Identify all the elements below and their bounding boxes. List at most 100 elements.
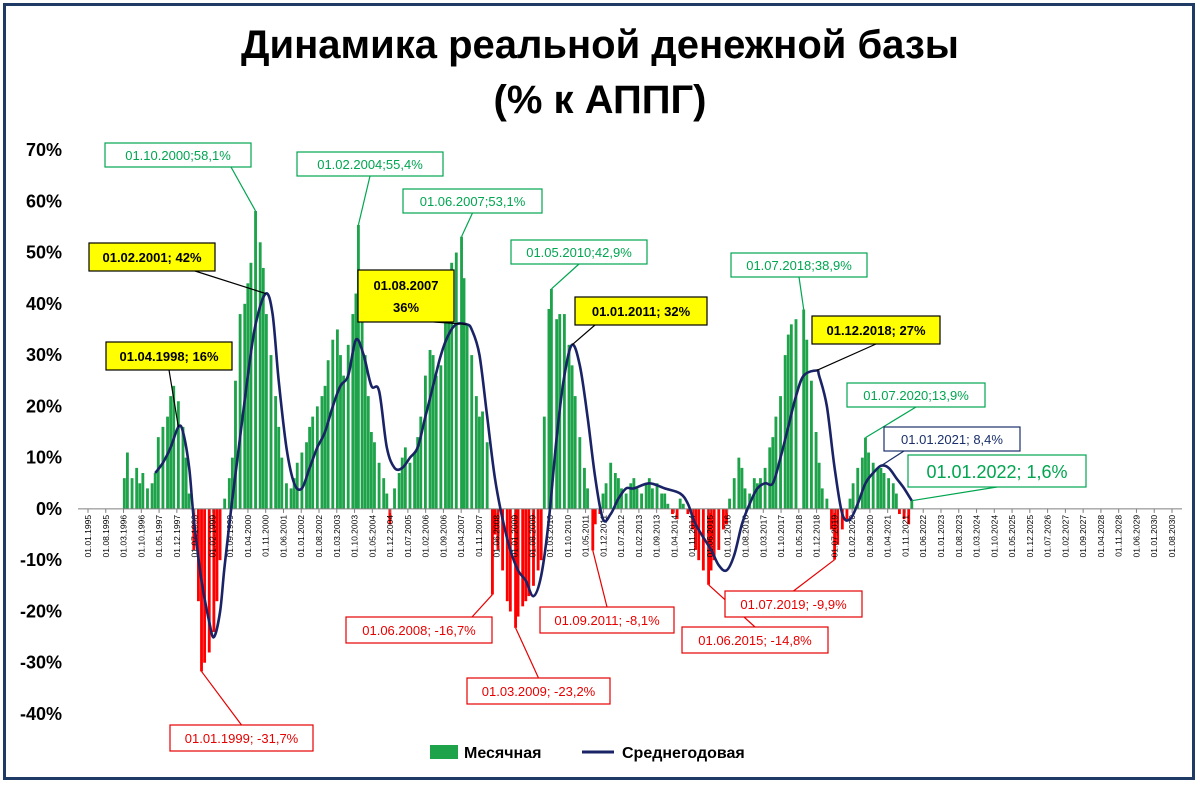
annotation-green: 01.05.2010;42,9% (510, 239, 648, 290)
monthly-bar-positive (161, 426, 165, 509)
annotation-label: 01.08.2007 (373, 278, 438, 293)
monthly-bar-positive (732, 478, 736, 509)
x-tick-label: 01.02.2006 (421, 515, 431, 558)
x-tick-label: 01.06.2008 (492, 515, 502, 558)
legend-swatch-monthly (430, 745, 458, 759)
monthly-bar-positive (444, 303, 447, 509)
annotation-label: 36% (393, 300, 419, 315)
monthly-bar-positive (820, 488, 824, 509)
y-tick-label: 40% (26, 294, 62, 314)
annotation-red: 01.07.2019; -9,9% (724, 559, 863, 618)
annotation-label: 01.02.2004;55,4% (317, 157, 423, 172)
annotation-box (907, 454, 1087, 488)
annotation-leader (357, 175, 371, 225)
x-tick-label: 01.02.2013 (634, 515, 644, 558)
monthly-bar-positive (431, 355, 435, 509)
y-tick-label: 30% (26, 345, 62, 365)
x-tick-label: 01.04.2028 (1096, 515, 1106, 558)
monthly-bar-positive (258, 242, 262, 509)
annotation-label: 01.01.2011; 32% (592, 304, 691, 319)
monthly-bar-negative (721, 508, 725, 530)
monthly-bar-positive (481, 411, 484, 509)
annotation-yellow: 01.04.1998; 16% (105, 341, 233, 427)
monthly-bar-positive (601, 493, 605, 509)
monthly-bar-positive (447, 283, 450, 509)
annotation-box (357, 269, 455, 323)
monthly-bar-positive (617, 478, 620, 509)
monthly-bar-positive (246, 283, 250, 509)
x-tick-label: 01.05.2011 (581, 515, 591, 557)
y-tick-label: 10% (26, 448, 62, 468)
x-tick-label: 01.08.2002 (314, 515, 324, 558)
annotation-yellow: 01.02.2001; 42% (88, 242, 266, 295)
annotation-box (88, 242, 216, 272)
y-tick-label: 0% (36, 499, 62, 519)
annotation-leader (168, 369, 179, 427)
monthly-bar-positive (624, 493, 628, 509)
monthly-bar-positive (613, 473, 617, 509)
monthly-bar-positive (609, 462, 613, 509)
annotation-green: 01.02.2004;55,4% (296, 151, 444, 225)
monthly-bar-negative (686, 508, 690, 515)
annotation-label: 01.07.2020;13,9% (863, 388, 969, 403)
monthly-bar-positive (227, 478, 231, 509)
monthly-bar-positive (393, 488, 396, 509)
x-tick-label: 01.06.2015 (705, 515, 715, 558)
x-tick-label: 01.06.2022 (918, 515, 928, 558)
monthly-bar-negative (675, 508, 679, 520)
monthly-bar-positive (264, 314, 268, 509)
annotation-leader (460, 212, 474, 237)
monthly-bar-positive (814, 432, 818, 509)
monthly-bar-positive (385, 493, 389, 509)
monthly-bar-positive (547, 308, 551, 509)
monthly-bar-positive (354, 293, 358, 509)
annotation-label: 01.04.1998; 16% (119, 349, 218, 364)
monthly-bar-positive (285, 483, 288, 509)
annotation-box (681, 626, 829, 654)
x-tick-label: 01.03.2017 (758, 515, 768, 558)
annotation-green: 01.10.2000;58,1% (104, 142, 257, 212)
x-tick-label: 01.12.2011 (598, 515, 608, 557)
annotation-red: 01.01.1999; -31,7% (169, 671, 314, 752)
monthly-bar-positive (894, 493, 898, 509)
monthly-bar-positive (223, 498, 227, 509)
monthly-bar-positive (172, 385, 176, 509)
monthly-bar-positive (891, 483, 895, 509)
x-tick-label: 01.11.2028 (1114, 515, 1124, 557)
monthly-bar-positive (737, 457, 741, 509)
monthly-bar-negative (491, 508, 494, 595)
monthly-bar-positive (817, 462, 821, 509)
monthly-bar-positive (339, 355, 342, 509)
monthly-bar-negative (697, 508, 701, 561)
monthly-bar-negative (709, 508, 713, 571)
annotation-box (402, 188, 543, 214)
monthly-bar-positive (150, 483, 154, 509)
y-tick-label: -20% (20, 601, 62, 621)
monthly-bar-positive (887, 478, 891, 509)
x-tick-label: 01.03.2010 (545, 515, 555, 558)
x-tick-label: 01.02.1999 (207, 515, 217, 558)
monthly-bar-positive (860, 457, 864, 509)
monthly-bar-positive (397, 473, 401, 509)
annotation-leader (816, 343, 877, 372)
legend-label-annual: Среднегодовая (622, 745, 745, 762)
annotation-box (811, 315, 941, 345)
x-tick-label: 01.09.1999 (225, 515, 235, 558)
monthly-bar-positive (650, 488, 654, 509)
x-tick-label: 01.09.2020 (865, 515, 875, 558)
monthly-bar-positive (771, 437, 775, 509)
monthly-bar-positive (413, 452, 417, 509)
monthly-bar-negative (200, 508, 203, 672)
annotation-label: 01.02.2001; 42% (102, 250, 201, 265)
monthly-bar-negative (836, 508, 840, 545)
x-tick-label: 01.01.1995 (83, 515, 93, 558)
x-tick-label: 01.11.2007 (474, 515, 484, 557)
monthly-bar-positive (570, 365, 574, 509)
monthly-bar-negative (521, 508, 525, 607)
y-tick-label: 60% (26, 191, 62, 211)
x-tick-label: 01.10.1996 (136, 515, 146, 558)
y-axis-ticks: 70% 60% 50% 40% 30% 20% 10% 0% -10% -20% -30% -40% (20, 140, 62, 724)
x-tick-label: 01.01.2009 (509, 515, 519, 558)
monthly-bar-positive (647, 478, 651, 509)
